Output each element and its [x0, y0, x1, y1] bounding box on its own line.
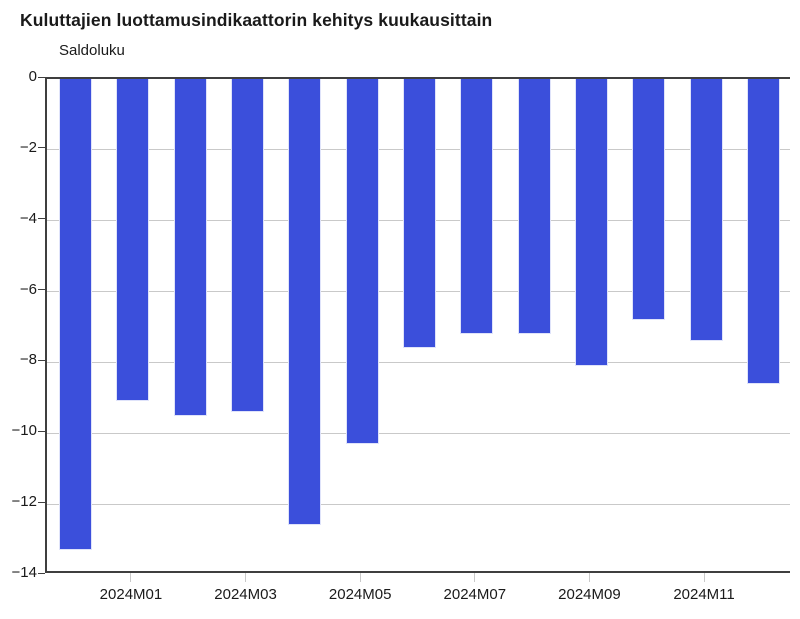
- x-axis-label: 2024M11: [673, 586, 735, 603]
- y-axis-label: −10: [11, 422, 37, 440]
- x-axis-label: 2024M07: [443, 586, 507, 603]
- bar: [59, 79, 93, 551]
- x-axis-tick: [588, 573, 590, 582]
- x-axis-tick: [474, 573, 476, 582]
- gridline: [47, 432, 790, 434]
- chart-subtitle: Saldoluku: [59, 42, 125, 59]
- y-axis-label: −12: [11, 493, 37, 511]
- y-axis-tick: [38, 76, 45, 78]
- x-axis-tick: [359, 573, 361, 582]
- bar: [689, 79, 723, 342]
- x-axis-label: 2024M09: [558, 586, 621, 603]
- bar: [460, 79, 494, 335]
- y-axis-label: −2: [19, 138, 37, 156]
- x-axis-tick: [130, 573, 132, 582]
- y-axis-tick: [38, 572, 45, 574]
- y-axis-tick: [38, 218, 45, 220]
- bar: [288, 79, 322, 526]
- y-axis-label: 0: [28, 68, 37, 85]
- y-axis-label: −6: [19, 280, 37, 298]
- bar: [746, 79, 780, 384]
- y-axis-tick: [38, 430, 45, 432]
- bar: [517, 79, 551, 335]
- chart-title: Kuluttajien luottamusindikaattorin kehit…: [20, 10, 493, 30]
- bar: [632, 79, 666, 320]
- y-axis-label: −14: [11, 564, 37, 581]
- x-axis-tick: [703, 573, 705, 582]
- bar: [231, 79, 265, 413]
- y-axis-label: −8: [19, 351, 37, 369]
- plot-area: [45, 77, 790, 573]
- y-axis-label: −4: [19, 209, 37, 227]
- y-axis-tick: [38, 147, 45, 149]
- bar: [116, 79, 150, 402]
- gridline: [47, 361, 790, 363]
- x-axis-label: 2024M03: [214, 586, 277, 603]
- x-axis-tick: [245, 573, 247, 582]
- bar: [574, 79, 608, 366]
- y-axis-tick: [38, 501, 45, 503]
- bar: [403, 79, 436, 349]
- y-axis-tick: [38, 359, 45, 361]
- y-axis-tick: [38, 289, 45, 291]
- bar: [345, 79, 379, 444]
- x-axis-label: 2024M01: [99, 586, 163, 603]
- x-axis-label: 2024M05: [328, 586, 392, 603]
- gridline: [47, 503, 790, 505]
- bar: [173, 79, 207, 416]
